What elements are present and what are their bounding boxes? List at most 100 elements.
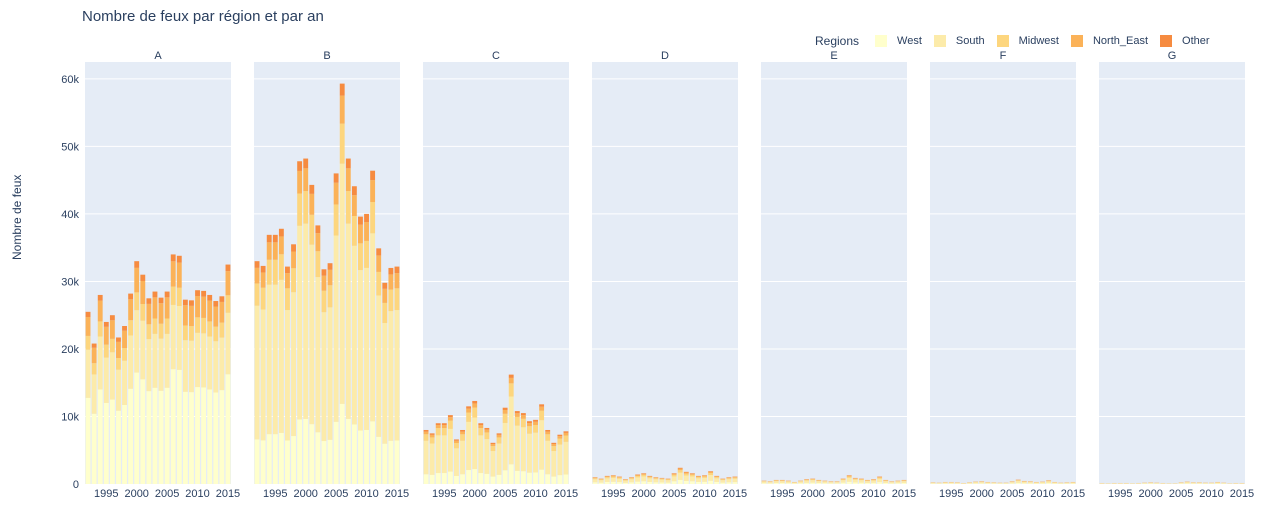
legend-item-west[interactable]: West xyxy=(875,35,922,47)
bar-south xyxy=(653,479,659,483)
bar-south xyxy=(997,483,1003,484)
bar-south xyxy=(195,332,200,388)
bar-south xyxy=(598,480,604,483)
bar-midwest xyxy=(394,288,400,311)
bar-midwest xyxy=(441,428,447,436)
bar-west xyxy=(985,483,991,484)
bar-south xyxy=(219,337,225,391)
chart-title: Nombre de feux par région et par an xyxy=(82,8,324,25)
bar-south xyxy=(170,304,176,370)
legend-item-other[interactable]: Other xyxy=(1160,35,1210,47)
x-tick-label: 1995 xyxy=(432,488,456,500)
bar-south xyxy=(696,478,701,482)
x-tick-label: 2005 xyxy=(324,488,348,500)
bar-west xyxy=(278,432,284,484)
bar-west xyxy=(779,482,785,484)
bar-other xyxy=(641,473,647,474)
facet-b: B 1995 2000 2005 2010 2015 xyxy=(254,50,409,500)
x-tick-label: 2005 xyxy=(1169,488,1193,500)
bar-north-east xyxy=(219,301,225,323)
bar-other xyxy=(327,263,333,270)
bar-south xyxy=(865,481,870,483)
x-tick-label: 1995 xyxy=(939,488,963,500)
bar-midwest xyxy=(804,479,810,481)
bar-midwest xyxy=(484,432,490,440)
facet-label: E xyxy=(830,50,837,62)
bar-west xyxy=(840,482,846,484)
bar-south xyxy=(146,339,152,392)
bar-west xyxy=(333,421,339,484)
bar-south xyxy=(1184,482,1190,484)
bar-other xyxy=(152,291,158,298)
bar-west xyxy=(1070,483,1076,484)
x-tick-label: 2005 xyxy=(155,488,179,500)
bar-south xyxy=(182,340,188,392)
bar-south xyxy=(1009,482,1015,484)
bar-west xyxy=(170,369,176,484)
bar-other xyxy=(201,290,207,297)
bar-other xyxy=(134,261,140,268)
bar-midwest xyxy=(563,435,569,442)
bar-west xyxy=(182,391,188,484)
bar-south xyxy=(520,427,526,472)
x-tick-label: 2015 xyxy=(385,488,409,500)
bar-midwest xyxy=(696,477,701,479)
bar-west xyxy=(563,474,569,484)
x-tick-label: 2000 xyxy=(124,488,148,500)
facet-background xyxy=(423,62,569,484)
bar-midwest xyxy=(195,317,200,333)
bar-south xyxy=(278,279,284,433)
bar-north-east xyxy=(533,421,538,425)
bar-midwest xyxy=(641,474,647,477)
bar-west xyxy=(592,482,598,484)
bar-other xyxy=(170,254,176,262)
legend-item-south[interactable]: South xyxy=(933,35,985,47)
facet-label: A xyxy=(154,50,162,62)
bar-north-east xyxy=(158,303,164,324)
legend-item-north-east[interactable]: North_East xyxy=(1070,35,1148,47)
bar-midwest xyxy=(128,320,134,336)
bar-midwest xyxy=(333,204,339,236)
bar-south xyxy=(877,478,883,483)
bar-south xyxy=(895,481,901,484)
legend-item-midwest[interactable]: Midwest xyxy=(996,35,1059,47)
facet-label: D xyxy=(661,50,669,62)
bar-midwest xyxy=(189,326,194,341)
bar-south xyxy=(134,310,140,373)
bar-west xyxy=(616,482,622,484)
bar-north-east xyxy=(260,272,266,288)
bar-west xyxy=(394,440,400,484)
bar-midwest xyxy=(683,473,689,476)
bar-south xyxy=(798,481,803,484)
x-tick-label: 2010 xyxy=(1199,488,1223,500)
bar-south xyxy=(991,482,997,484)
bar-midwest xyxy=(429,437,435,444)
bar-west xyxy=(388,440,394,484)
bar-west xyxy=(128,388,134,484)
bar-west xyxy=(116,410,121,484)
bar-midwest xyxy=(840,479,846,481)
bar-south xyxy=(785,481,791,484)
bar-midwest xyxy=(351,216,357,246)
bar-south xyxy=(1215,482,1221,484)
bar-south xyxy=(942,482,948,484)
bar-midwest xyxy=(91,363,97,375)
bar-west xyxy=(726,482,732,484)
bar-midwest xyxy=(339,123,345,164)
bar-south xyxy=(490,451,496,477)
bar-other xyxy=(454,439,459,441)
bar-other xyxy=(225,264,231,272)
bar-north-east xyxy=(122,330,127,349)
bar-north-east xyxy=(545,431,551,435)
bar-midwest xyxy=(895,481,901,482)
bar-south xyxy=(936,483,942,484)
facet-background xyxy=(85,62,231,484)
bar-midwest xyxy=(285,288,290,311)
bar-midwest xyxy=(454,443,459,449)
bar-midwest xyxy=(726,478,732,480)
bar-south xyxy=(858,480,864,483)
bar-west xyxy=(285,440,290,484)
bar-midwest xyxy=(225,295,231,313)
bar-other xyxy=(533,419,538,422)
bar-south xyxy=(1058,483,1064,484)
